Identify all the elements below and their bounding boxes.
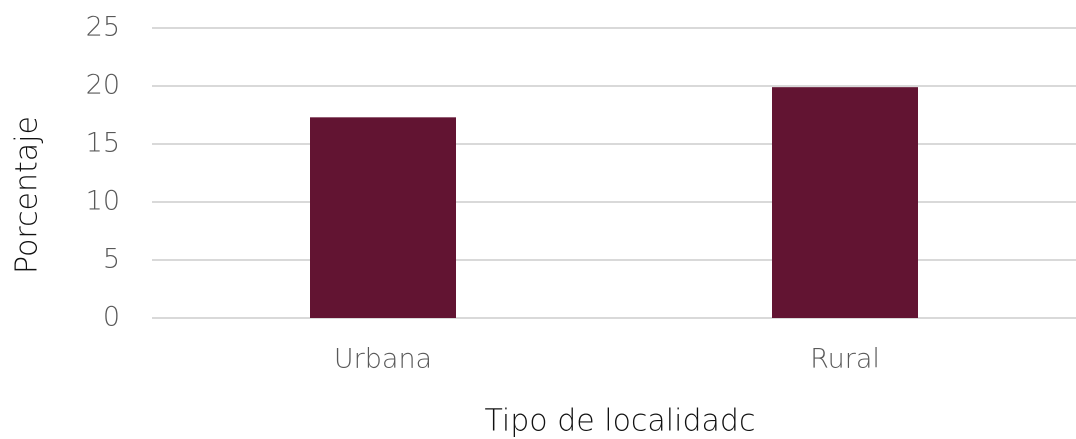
- y-tick-label: 10: [86, 186, 120, 217]
- y-tick-label: 5: [103, 244, 120, 275]
- y-tick-label: 0: [103, 302, 120, 333]
- y-axis-title: Porcentaje: [10, 116, 45, 274]
- x-tick-label: Rural: [810, 344, 880, 375]
- x-tick-label: Urbana: [334, 344, 432, 375]
- y-tick-label: 15: [86, 128, 120, 159]
- y-tick-label: 25: [86, 12, 120, 43]
- y-tick-label: 20: [86, 70, 120, 101]
- bar: [310, 117, 456, 318]
- bar: [772, 87, 918, 318]
- x-axis-title: Tipo de localidadc: [485, 404, 756, 439]
